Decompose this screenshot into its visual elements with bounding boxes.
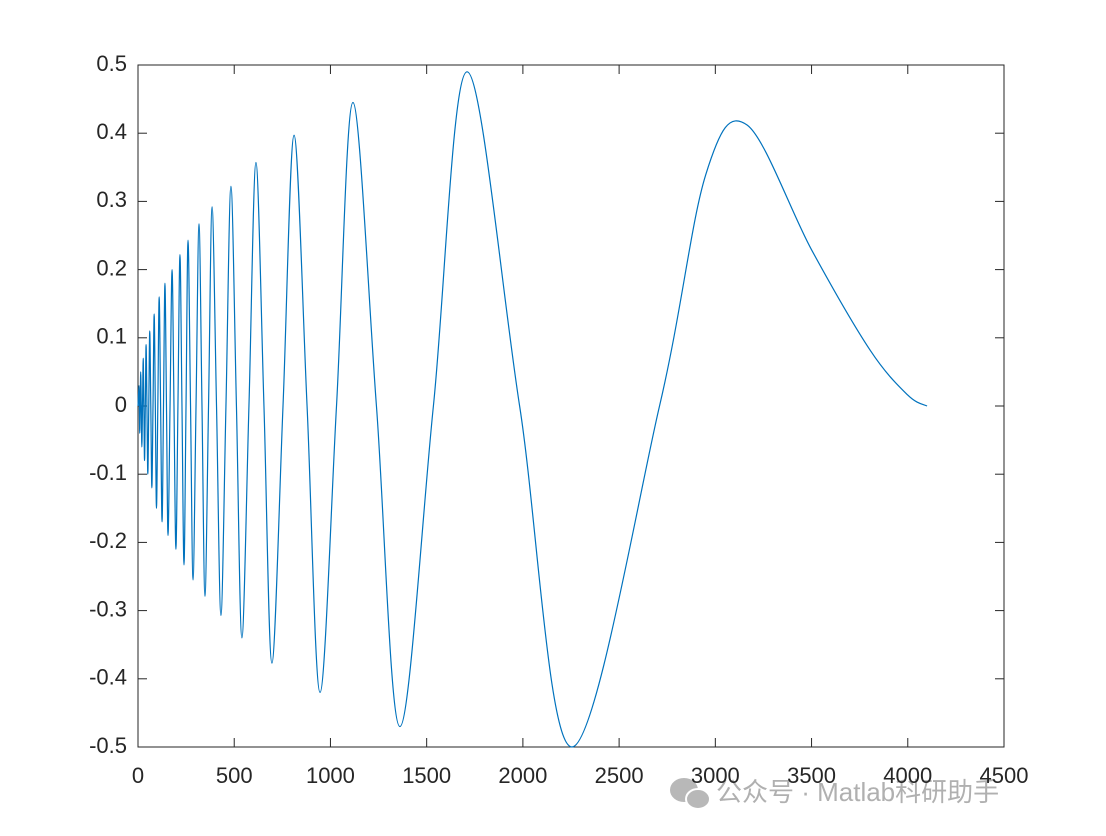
x-tick-label: 4500	[980, 763, 1029, 788]
y-tick-label: -0.5	[89, 733, 127, 758]
x-tick-label: 3500	[787, 763, 836, 788]
x-tick-label: 4000	[883, 763, 932, 788]
signal-line	[137, 71, 928, 748]
y-tick-label: 0	[115, 392, 127, 417]
x-tick-label: 1000	[306, 763, 355, 788]
axes-box	[137, 64, 1005, 748]
y-tick-label: -0.1	[89, 460, 127, 485]
y-tick-label: -0.2	[89, 528, 127, 553]
x-tick-label: 3000	[691, 763, 740, 788]
x-tick-label: 2500	[595, 763, 644, 788]
y-tick-label: 0.4	[96, 119, 127, 144]
x-tick-label: 1500	[402, 763, 451, 788]
x-tick-label: 0	[132, 763, 144, 788]
y-tick-label: -0.4	[89, 665, 127, 690]
y-tick-label: -0.3	[89, 596, 127, 621]
y-tick-label: 0.5	[96, 51, 127, 76]
y-tick-label: 0.2	[96, 255, 127, 280]
watermark-icon	[670, 778, 711, 810]
x-tick-label: 500	[216, 763, 253, 788]
x-tick-label: 2000	[498, 763, 547, 788]
y-tick-label: 0.3	[96, 187, 127, 212]
y-tick-label: 0.1	[96, 324, 127, 349]
watermark: 公众号 · Matlab科研助手	[716, 777, 999, 807]
